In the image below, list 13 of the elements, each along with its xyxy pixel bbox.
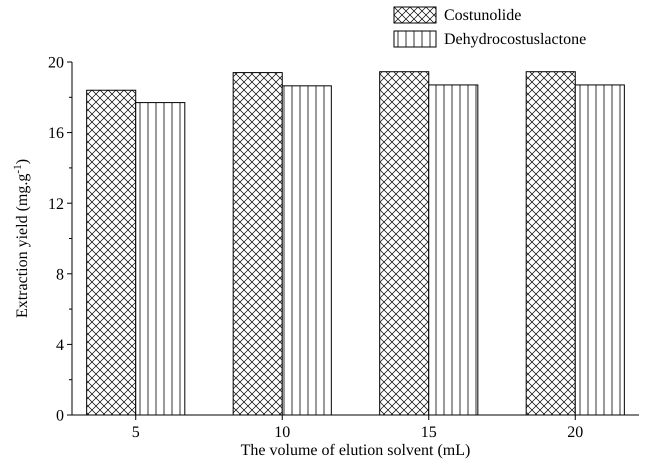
- y-tick-label: 8: [56, 266, 64, 284]
- legend-label: Costunolide: [444, 7, 522, 24]
- y-tick-label: 12: [48, 196, 64, 213]
- x-tick-label: 5: [132, 424, 140, 441]
- y-tick-label: 16: [48, 125, 64, 142]
- y-tick-label: 4: [56, 337, 64, 354]
- x-axis-title: The volume of elution solvent (mL): [240, 442, 470, 459]
- x-tick-label: 20: [567, 424, 584, 441]
- y-tick-label: 20: [48, 54, 64, 72]
- legend-label: Dehydrocostuslactone: [444, 31, 586, 48]
- x-tick-label: 10: [274, 424, 290, 441]
- y-tick-label: 0: [56, 408, 64, 425]
- x-tick-label: 15: [420, 424, 437, 441]
